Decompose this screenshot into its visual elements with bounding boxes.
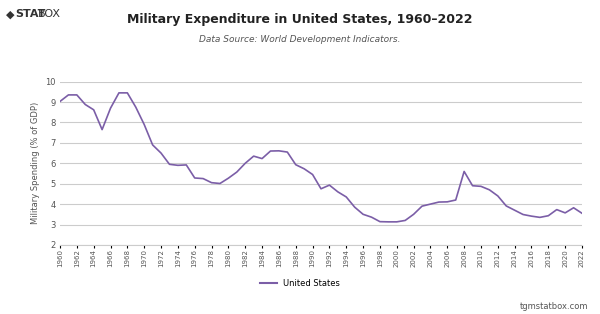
- Legend: United States: United States: [257, 275, 343, 291]
- Text: tgmstatbox.com: tgmstatbox.com: [520, 302, 588, 311]
- Text: Military Expenditure in United States, 1960–2022: Military Expenditure in United States, 1…: [127, 13, 473, 25]
- Text: Data Source: World Development Indicators.: Data Source: World Development Indicator…: [199, 35, 401, 44]
- Text: ◆: ◆: [6, 9, 19, 19]
- Text: STAT: STAT: [15, 9, 46, 19]
- Y-axis label: Military Spending (% of GDP): Military Spending (% of GDP): [31, 102, 40, 225]
- Text: BOX: BOX: [38, 9, 61, 19]
